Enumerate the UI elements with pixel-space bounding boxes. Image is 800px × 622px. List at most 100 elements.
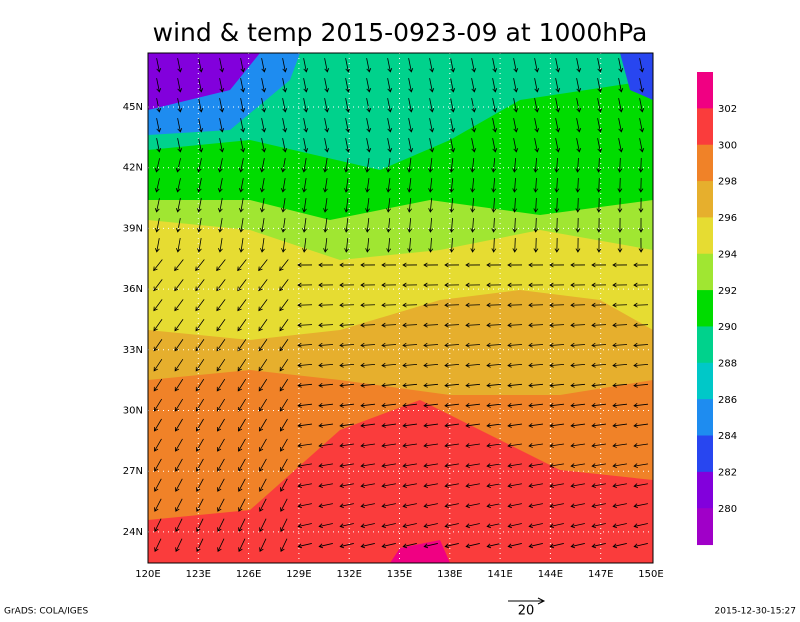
wind-arrow [591,443,606,448]
wind-arrow [345,98,351,113]
wind-arrow [174,339,184,352]
wind-arrow [318,503,333,509]
wind-arrow [360,282,376,288]
wind-arrow [444,543,459,549]
wind-arrow [492,118,498,133]
wind-arrow [423,302,439,308]
wind-arrow [339,342,355,348]
wind-arrow [492,58,498,73]
wind-arrow [470,217,476,233]
wind-arrow [465,362,481,368]
wind-arrow [217,218,223,233]
wind-arrow [217,518,225,532]
wind-arrow [387,138,393,153]
wind-arrow [444,403,459,408]
wind-arrow [597,58,603,73]
wind-arrow [217,198,223,213]
wind-arrow [154,438,162,452]
wind-arrow [259,458,267,472]
wind-arrow [365,178,370,193]
wind-arrow [612,282,628,288]
wind-arrow [216,418,225,432]
wind-arrow [576,58,582,73]
wind-arrow [259,158,265,173]
wind-arrow [175,218,181,233]
wind-arrow [638,177,644,193]
wind-arrow [591,463,606,468]
wind-arrow [323,178,328,193]
wind-arrow [259,538,267,553]
wind-arrow [153,378,163,392]
wind-arrow [429,78,435,93]
wind-arrow [450,118,456,133]
wind-arrow [465,543,480,549]
wind-arrow [575,157,581,173]
wind-arrow [282,78,288,93]
wind-arrow [402,362,418,368]
wind-arrow [302,238,307,253]
wind-arrow [549,483,564,489]
wind-arrow [549,443,564,448]
wind-arrow [258,259,268,272]
wind-arrow [279,319,289,332]
wind-arrow [576,98,582,113]
wind-arrow [297,523,312,529]
wind-arrow [339,443,354,448]
wind-arrow [360,463,375,468]
wind-arrow [280,498,288,512]
wind-arrow [450,78,456,93]
wind-arrow [617,237,623,253]
wind-arrow [258,299,268,312]
wind-arrow [177,98,183,113]
wind-arrow [154,198,160,213]
wind-arrow [339,483,354,489]
wind-arrow [470,177,476,193]
wind-arrow [365,217,370,233]
wind-arrow [216,358,226,372]
wind-arrow [240,118,246,133]
vector-scale: 20 [518,604,535,619]
wind-arrow [175,158,181,173]
wind-arrow [318,483,333,489]
wind-arrow [507,382,523,388]
wind-arrow [387,98,393,113]
footer-left: GrADS: COLA/IGES [4,607,88,617]
wind-arrow [639,98,645,113]
wind-arrow [444,302,460,308]
wind-arrow [177,78,183,93]
wind-arrow [617,197,623,213]
wind-arrow [507,282,523,288]
colorbar-label: 284 [718,431,737,442]
wind-arrow [423,262,439,268]
wind-arrow [318,443,333,448]
wind-arrow [549,302,565,308]
wind-arrow [407,217,413,233]
wind-arrow [512,177,518,193]
wind-arrow [597,118,603,133]
colorbar-label: 288 [718,358,737,369]
wind-arrow [302,198,307,213]
wind-arrow [617,157,623,173]
map-frame [147,52,654,564]
wind-arrow [591,262,607,268]
colorbar-segment [697,253,713,291]
wind-arrow [612,503,627,509]
lon-tick-label: 144E [538,569,563,580]
wind-arrow [366,98,372,113]
wind-arrow [219,98,225,113]
wind-arrow [402,543,417,549]
wind-arrow [570,523,585,529]
wind-arrow [238,438,246,452]
wind-arrow [174,259,184,272]
wind-arrow [465,302,481,308]
colorbar-segment [697,362,713,400]
wind-arrow [617,217,623,233]
lat-tick-label: 39N [123,223,143,234]
wind-arrow [237,279,247,292]
temp-cold-east [620,53,653,100]
lon-tick-label: 126E [236,569,261,580]
wind-arrow [528,262,544,268]
wind-arrow [570,342,586,348]
wind-arrow [261,138,267,153]
wind-arrow [339,282,355,288]
